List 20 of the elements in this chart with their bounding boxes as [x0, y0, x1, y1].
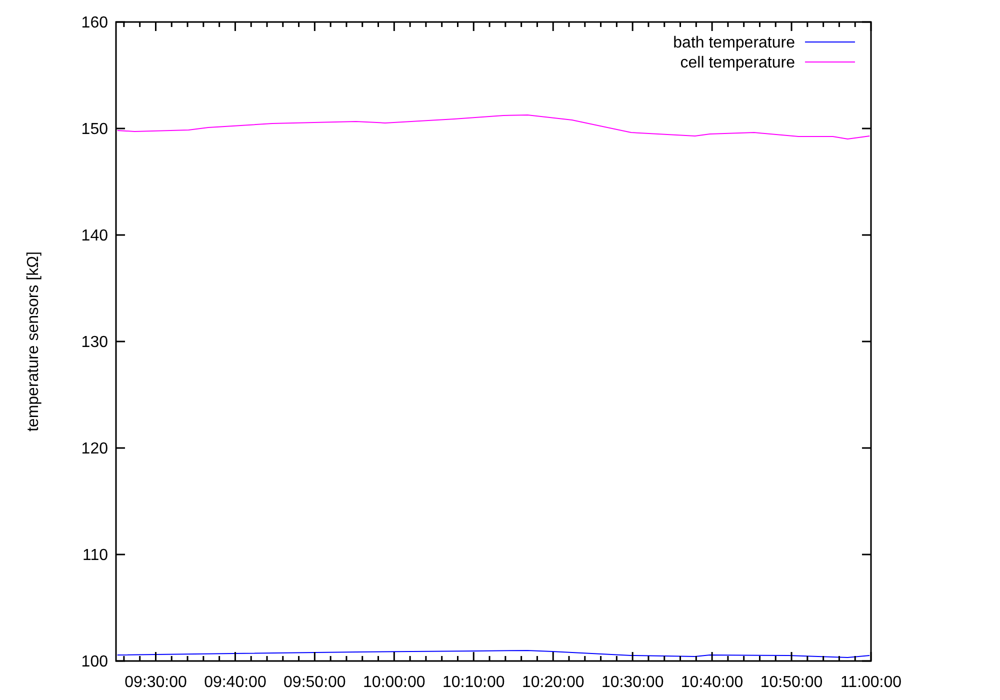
- x-tick-label: 10:30:00: [601, 674, 664, 691]
- y-tick-label: 150: [81, 121, 108, 138]
- x-tick-label: 10:20:00: [522, 674, 584, 691]
- x-tick-label: 11:00:00: [840, 674, 902, 691]
- x-tick-label: 10:10:00: [442, 674, 505, 691]
- x-tick-label: 10:00:00: [363, 674, 426, 691]
- legend-label: bath temperature: [673, 34, 796, 52]
- y-tick-label: 140: [81, 228, 108, 245]
- x-tick-label: 09:30:00: [124, 674, 187, 691]
- legend-label: cell temperature: [680, 54, 796, 72]
- y-axis-title: temperature sensors [kΩ]: [25, 251, 42, 432]
- y-tick-label: 120: [81, 440, 108, 458]
- y-tick-label: 160: [81, 14, 108, 32]
- x-tick-label: 10:50:00: [760, 674, 823, 691]
- x-tick-label: 10:40:00: [680, 674, 744, 691]
- x-tick-label: 09:50:00: [284, 674, 346, 691]
- y-tick-label: 110: [82, 547, 108, 564]
- x-tick-label: 09:40:00: [204, 674, 266, 691]
- y-tick-label: 130: [81, 334, 108, 352]
- y-tick-label: 100: [81, 654, 108, 671]
